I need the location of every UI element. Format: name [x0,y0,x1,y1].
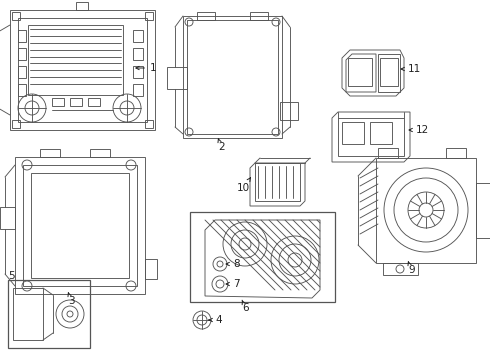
Text: 2: 2 [218,139,224,152]
Text: 5: 5 [8,271,15,281]
Text: 6: 6 [242,300,248,313]
Text: 11: 11 [401,64,421,74]
Text: 10: 10 [237,178,250,193]
Text: 1: 1 [136,63,157,73]
Text: 4: 4 [209,315,221,325]
Text: 7: 7 [226,279,240,289]
Text: 8: 8 [226,259,240,269]
Text: 12: 12 [409,125,429,135]
Text: 9: 9 [408,262,415,275]
Text: 3: 3 [68,293,74,306]
